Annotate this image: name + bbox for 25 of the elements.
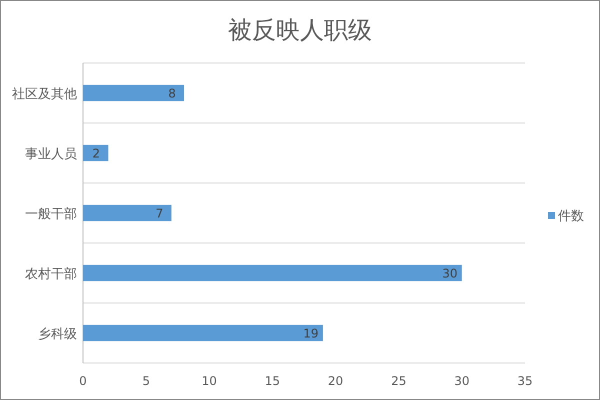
y-tick-label: 乡科级: [38, 327, 77, 342]
x-tick-label: 10: [202, 374, 217, 388]
y-tick-label: 事业人员: [25, 147, 77, 162]
data-label: 8: [168, 86, 176, 100]
bar: [83, 84, 184, 102]
x-tick-label: 25: [391, 374, 406, 388]
bar: [83, 204, 172, 222]
data-label: 7: [156, 206, 164, 220]
bar: [83, 324, 323, 342]
data-label: 30: [442, 266, 458, 280]
x-tick-label: 35: [517, 374, 533, 388]
y-tick-label: 农村干部: [25, 267, 77, 282]
data-label: 2: [92, 146, 100, 160]
y-tick-label: 一般干部: [25, 207, 77, 222]
x-tick-label: 0: [79, 374, 87, 388]
x-tick-label: 20: [328, 374, 344, 388]
legend-label: 件数: [558, 209, 584, 224]
bar: [83, 144, 108, 162]
data-label: 19: [303, 326, 319, 340]
x-tick-label: 5: [142, 374, 150, 388]
x-tick-label: 15: [264, 374, 280, 388]
y-tick-label: 社区及其他: [12, 87, 77, 102]
bar: [83, 264, 462, 282]
x-tick-label: 30: [454, 374, 470, 388]
chart-title: 被反映人职级: [228, 16, 372, 44]
